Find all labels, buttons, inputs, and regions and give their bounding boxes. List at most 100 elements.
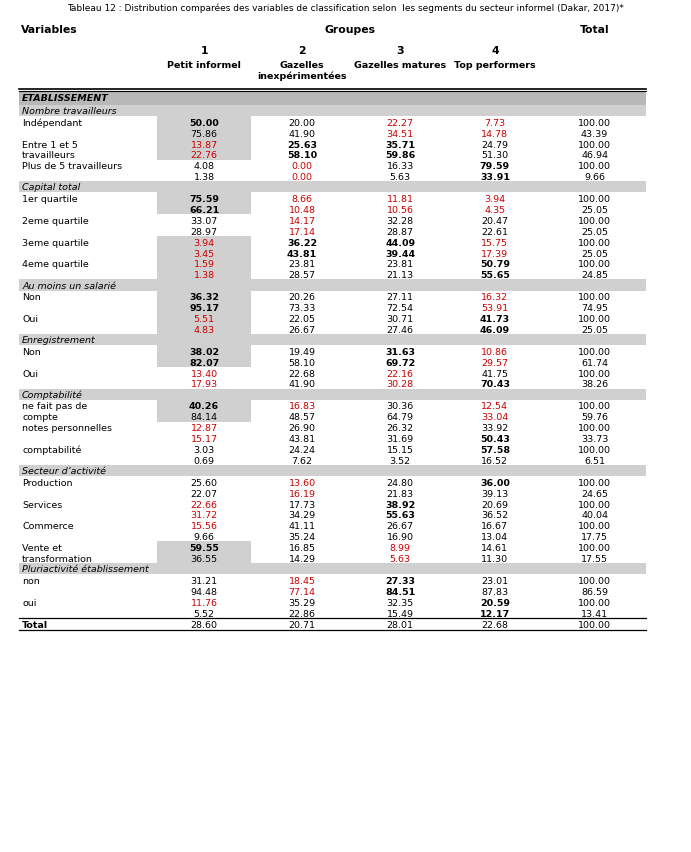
Text: 17.55: 17.55: [581, 555, 608, 563]
Bar: [158, 291, 251, 313]
Text: 0.69: 0.69: [193, 457, 215, 465]
Text: 34.29: 34.29: [289, 511, 316, 520]
Text: 11.30: 11.30: [482, 555, 509, 563]
Text: 12.87: 12.87: [191, 423, 218, 433]
Text: 15.75: 15.75: [482, 239, 509, 247]
Text: 24.85: 24.85: [581, 271, 608, 280]
Bar: [19, 563, 646, 574]
Text: Comptabilité: Comptabilité: [22, 390, 83, 400]
Text: 1er quartile: 1er quartile: [22, 195, 77, 204]
Bar: [158, 193, 251, 215]
Text: Vente et
transformation: Vente et transformation: [22, 544, 93, 563]
Text: Gazelles matures: Gazelles matures: [354, 60, 446, 70]
Text: 36.55: 36.55: [191, 555, 218, 563]
Bar: [158, 117, 251, 139]
Text: 50.00: 50.00: [189, 118, 219, 128]
Text: 100.00: 100.00: [578, 118, 611, 128]
Text: 73.33: 73.33: [288, 304, 316, 313]
Text: 4.08: 4.08: [193, 162, 215, 171]
Text: ETABLISSEMENT: ETABLISSEMENT: [22, 94, 108, 103]
Bar: [158, 139, 251, 160]
Text: 12.54: 12.54: [482, 402, 509, 411]
Text: Commerce: Commerce: [22, 521, 74, 531]
Text: 33.92: 33.92: [481, 423, 509, 433]
Text: 23.01: 23.01: [482, 576, 509, 585]
Text: 43.81: 43.81: [287, 250, 317, 258]
Text: 100.00: 100.00: [578, 141, 611, 149]
Text: 24.24: 24.24: [289, 446, 316, 454]
Text: 41.75: 41.75: [482, 369, 509, 378]
Text: 26.32: 26.32: [387, 423, 414, 433]
Text: 1.38: 1.38: [193, 173, 215, 182]
Text: 7.73: 7.73: [484, 118, 505, 128]
Text: 17.75: 17.75: [581, 532, 608, 542]
Text: 14.78: 14.78: [482, 130, 509, 139]
Text: 66.21: 66.21: [189, 205, 219, 215]
Text: 43.81: 43.81: [289, 435, 316, 444]
Text: 18.45: 18.45: [289, 576, 316, 585]
Text: 19.49: 19.49: [289, 348, 316, 356]
Text: 58.10: 58.10: [289, 359, 316, 367]
Text: 4eme quartile: 4eme quartile: [22, 260, 89, 269]
Text: Variables: Variables: [21, 26, 78, 35]
Text: 36.32: 36.32: [189, 293, 219, 302]
Text: Oui: Oui: [22, 369, 38, 378]
Text: 38.26: 38.26: [581, 380, 608, 389]
Text: 28.87: 28.87: [387, 227, 414, 237]
Text: 20.00: 20.00: [289, 118, 316, 128]
Text: 16.19: 16.19: [289, 489, 316, 498]
Text: 32.35: 32.35: [386, 598, 414, 607]
Text: 75.59: 75.59: [189, 195, 219, 204]
Text: 28.57: 28.57: [289, 271, 316, 280]
Text: 31.63: 31.63: [385, 348, 415, 356]
Text: 53.91: 53.91: [482, 304, 509, 313]
Text: 100.00: 100.00: [578, 162, 611, 171]
Text: ne fait pas de
compte: ne fait pas de compte: [22, 402, 87, 422]
Text: 9.66: 9.66: [584, 173, 605, 182]
Text: 8.66: 8.66: [292, 195, 312, 204]
Text: 58.10: 58.10: [287, 151, 317, 160]
Text: 50.43: 50.43: [480, 435, 510, 444]
Text: 13.87: 13.87: [191, 141, 218, 149]
Text: 100.00: 100.00: [578, 620, 611, 630]
Text: 16.67: 16.67: [482, 521, 509, 531]
Text: 61.74: 61.74: [581, 359, 608, 367]
Text: 69.72: 69.72: [385, 359, 415, 367]
Text: 44.09: 44.09: [385, 239, 415, 247]
Text: 5.63: 5.63: [390, 555, 410, 563]
Bar: [158, 258, 251, 280]
Text: 23.81: 23.81: [387, 260, 414, 269]
Text: 43.39: 43.39: [581, 130, 608, 139]
Bar: [19, 335, 646, 346]
Text: 94.48: 94.48: [191, 587, 218, 596]
Text: 15.15: 15.15: [387, 446, 414, 454]
Text: 35.71: 35.71: [385, 141, 415, 149]
Text: 25.05: 25.05: [581, 325, 608, 335]
Text: 31.72: 31.72: [191, 511, 218, 520]
Text: 14.61: 14.61: [482, 544, 509, 552]
Text: 38.92: 38.92: [385, 500, 415, 509]
Text: 41.73: 41.73: [480, 314, 510, 324]
Text: 24.65: 24.65: [581, 489, 608, 498]
Text: 16.90: 16.90: [387, 532, 414, 542]
Text: 20.47: 20.47: [482, 216, 509, 226]
Text: 3.45: 3.45: [193, 250, 215, 258]
Text: 41.11: 41.11: [289, 521, 316, 531]
Text: 20.69: 20.69: [482, 500, 509, 509]
Text: 23.81: 23.81: [289, 260, 316, 269]
Text: non: non: [22, 576, 40, 585]
Text: 50.79: 50.79: [480, 260, 510, 269]
Text: 100.00: 100.00: [578, 195, 611, 204]
Text: 4.83: 4.83: [193, 325, 215, 335]
Text: 26.67: 26.67: [387, 521, 414, 531]
Text: Non: Non: [22, 293, 41, 302]
Text: 17.14: 17.14: [289, 227, 316, 237]
Text: 5.51: 5.51: [193, 314, 215, 324]
Bar: [19, 182, 646, 193]
Text: 22.68: 22.68: [482, 620, 509, 630]
Text: 35.29: 35.29: [289, 598, 316, 607]
Text: 27.46: 27.46: [387, 325, 414, 335]
Text: 100.00: 100.00: [578, 576, 611, 585]
Text: 31.69: 31.69: [387, 435, 414, 444]
Text: 20.26: 20.26: [289, 293, 316, 302]
